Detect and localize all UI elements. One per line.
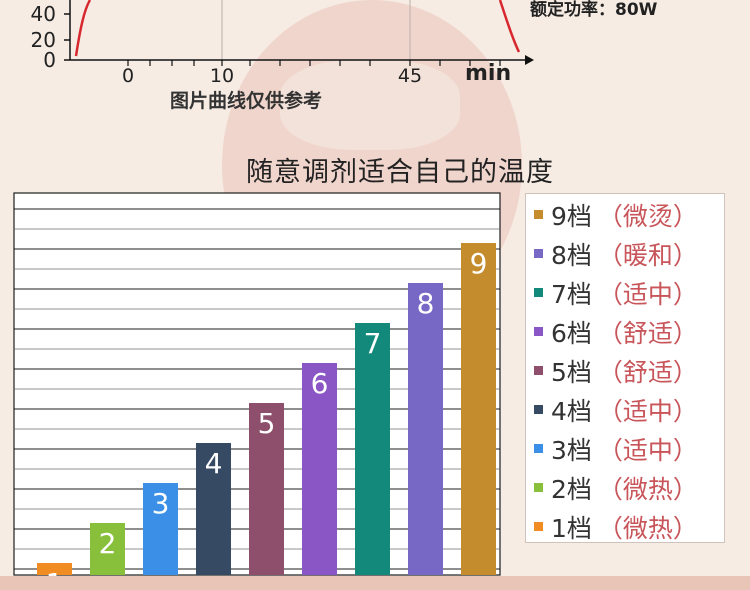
legend-level-label: 7档 (551, 279, 592, 309)
bar-level-7 (355, 323, 390, 575)
bar-value-label: 7 (364, 327, 382, 360)
bars: 123456789 (37, 243, 496, 590)
bar-value-label: 9 (470, 247, 488, 280)
legend-swatch (534, 327, 543, 336)
bar-value-label: 5 (258, 407, 276, 440)
bottom-strip (0, 576, 750, 590)
bar-value-label: 3 (152, 487, 170, 520)
temperature-curve (74, 0, 521, 57)
legend-swatch (534, 249, 543, 258)
legend-description: （舒适） (597, 318, 698, 348)
curve-grid (221, 0, 411, 60)
curve-axes (64, 0, 534, 66)
legend-swatch (534, 288, 543, 297)
bar-level-1 (37, 563, 72, 575)
legend-description: （微热） (597, 474, 698, 504)
curve-x-tick-label: 10 (210, 65, 234, 87)
legend-item-9: 9档 （微烫） (534, 195, 724, 234)
legend-level-label: 8档 (551, 240, 592, 270)
legend-level-label: 4档 (551, 396, 592, 426)
legend-item-4: 4档 （适中） (534, 390, 724, 429)
legend-swatch (534, 210, 543, 219)
bar-value-label: 6 (311, 367, 329, 400)
legend-swatch (534, 522, 543, 531)
legend-level-label: 2档 (551, 474, 592, 504)
legend-item-3: 3档 （适中） (534, 429, 724, 468)
legend-item-6: 6档 （舒适） (534, 312, 724, 351)
legend-swatch (534, 444, 543, 453)
legend-item-8: 8档 （暖和） (534, 234, 724, 273)
legend-level-label: 3档 (551, 435, 592, 465)
bar-level-8 (408, 283, 443, 575)
legend-frame (525, 193, 725, 543)
legend-swatch (534, 366, 543, 375)
rated-power-label: 额定功率：80W (530, 0, 658, 20)
legend-level-label: 5档 (551, 357, 592, 387)
background-watermark-highlight (280, 60, 460, 150)
legend-description: （微烫） (597, 201, 698, 231)
curve-y-tick-label: 20 (31, 28, 56, 52)
bar-level-9 (461, 243, 496, 575)
legend-level-label: 6档 (551, 318, 592, 348)
legend: 9档 （微烫） 8档 （暖和） 7档 （适中） 6档 （舒适） 5档 （舒适） 4档 （适中） 3档 （适… (534, 195, 724, 546)
bar-level-2 (90, 523, 125, 575)
curve-x-tick-label: 45 (398, 65, 422, 87)
legend-item-2: 2档 （微热） (534, 468, 724, 507)
legend-description: （适中） (597, 396, 698, 426)
bar-chart-title: 随意调剂适合自己的温度 (246, 157, 554, 188)
legend-swatch (534, 405, 543, 414)
bar-value-label: 4 (205, 447, 223, 480)
legend-level-label: 9档 (551, 201, 592, 231)
legend-item-1: 1档 （微热） (534, 507, 724, 546)
legend-description: （舒适） (597, 357, 698, 387)
legend-description: （适中） (597, 279, 698, 309)
bar-value-label: 2 (99, 527, 117, 560)
bar-level-4 (196, 443, 231, 575)
bar-value-label: 8 (417, 287, 435, 320)
legend-description: （微热） (597, 513, 698, 543)
curve-x-axis-arrow (525, 55, 534, 65)
bar-level-6 (302, 363, 337, 575)
legend-swatch (534, 483, 543, 492)
legend-item-5: 5档 （舒适） (534, 351, 724, 390)
curve-x-tick-label: 0 (122, 65, 134, 87)
legend-description: （适中） (597, 435, 698, 465)
legend-item-7: 7档 （适中） (534, 273, 724, 312)
curve-y-tick-label: 0 (43, 48, 56, 72)
legend-level-label: 1档 (551, 513, 592, 543)
curve-x-unit-label: min (465, 61, 511, 86)
curve-caption: 图片曲线仅供参考 (170, 90, 323, 112)
legend-description: （暖和） (597, 240, 698, 270)
bar-level-5 (249, 403, 284, 575)
bar-level-3 (143, 483, 178, 575)
curve-y-tick-label: 40 (31, 2, 56, 26)
